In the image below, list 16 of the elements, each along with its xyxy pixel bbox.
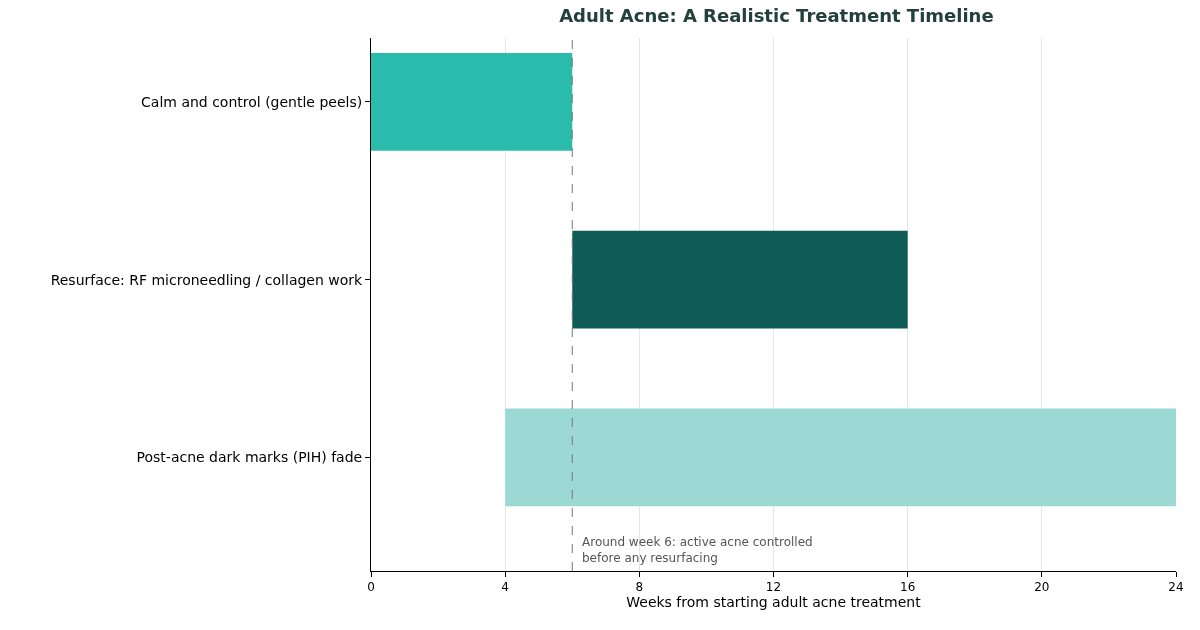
y-tick-label: Post-acne dark marks (PIH) fade xyxy=(136,449,363,466)
y-tick-label: Calm and control (gentle peels) xyxy=(141,93,363,110)
x-tick-label: 8 xyxy=(635,580,644,595)
ref-line-label: Around week 6: active acne controlled before any resurfacing xyxy=(582,535,813,565)
x-axis-title: Weeks from starting adult acne treatment xyxy=(626,594,922,611)
x-tick-label: 16 xyxy=(900,580,916,595)
x-tick-label: 4 xyxy=(501,580,509,595)
bar xyxy=(505,408,1176,507)
chart-title: Adult Acne: A Realistic Treatment Timeline xyxy=(559,5,994,27)
bar xyxy=(572,230,908,329)
x-tick-label: 24 xyxy=(1168,580,1184,595)
x-tick-label: 20 xyxy=(1034,580,1050,595)
y-tick-label: Resurface: RF microneedling / collagen work xyxy=(50,271,364,288)
bar xyxy=(371,53,573,151)
x-tick-label: 12 xyxy=(765,580,782,595)
x-tick-label: 0 xyxy=(367,580,375,595)
